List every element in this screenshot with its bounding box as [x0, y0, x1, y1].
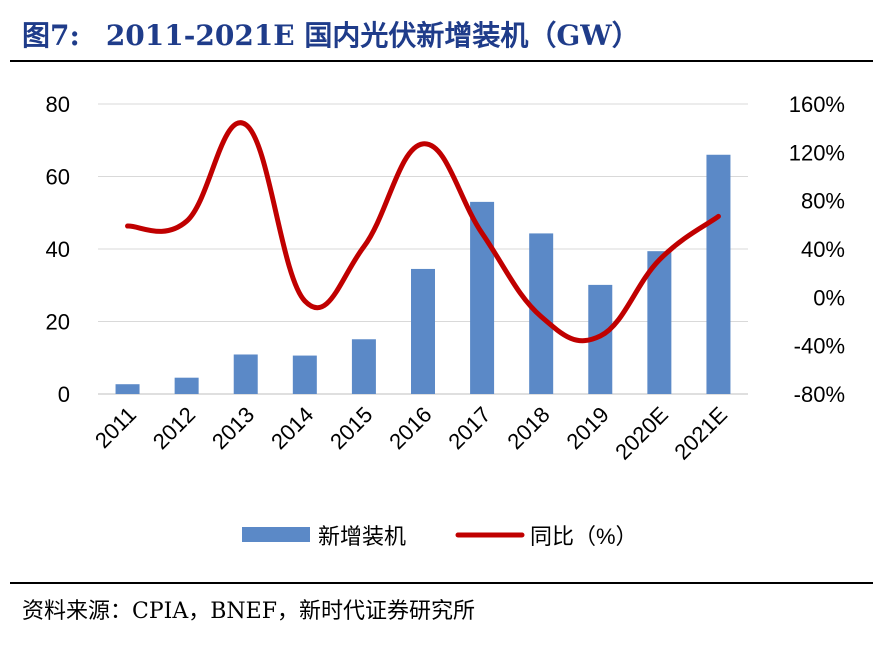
x-tick-label: 2019	[562, 402, 614, 454]
left-tick-label: 20	[46, 310, 70, 335]
left-tick-label: 80	[46, 92, 70, 117]
bottom-rule	[10, 582, 873, 584]
x-tick-label: 2012	[148, 402, 200, 454]
x-tick-label: 2021E	[669, 402, 732, 465]
x-tick-label: 2014	[266, 402, 318, 454]
legend-bar-label: 新增装机	[318, 524, 406, 549]
left-tick-label: 0	[58, 382, 70, 407]
x-tick-label: 2015	[325, 402, 377, 454]
bar-2021E	[706, 154, 731, 394]
right-tick-label: 160%	[789, 92, 845, 117]
figure-label: 图7:	[22, 19, 80, 52]
right-axis-ticks: -80% -40% 0% 40% 80% 120% 160%	[789, 92, 845, 407]
left-tick-label: 60	[46, 165, 70, 190]
x-axis-ticks: 2011 2012 2013 2014 2015 2016 2017 2018 20192020…	[90, 402, 732, 465]
yoy-growth-line	[125, 120, 721, 344]
x-tick-label: 2020E	[610, 402, 673, 465]
x-tick-label: 2013	[207, 402, 259, 454]
right-tick-label: 80%	[801, 189, 845, 214]
top-rule	[10, 60, 873, 62]
right-tick-label: -80%	[794, 382, 845, 407]
right-tick-label: 40%	[801, 237, 845, 262]
chart-title: 2011-2021E 国内光伏新增装机（GW）	[105, 19, 640, 52]
figure-title: 图7: 2011-2021E 国内光伏新增装机（GW）	[22, 14, 640, 54]
bar-2011	[115, 384, 140, 394]
bar-2012	[174, 377, 199, 394]
source-note: 资料来源：CPIA，BNEF，新时代证券研究所	[22, 599, 475, 624]
legend: 新增装机 同比（%）	[242, 524, 638, 549]
right-tick-label: 120%	[789, 140, 845, 165]
bar-2013	[233, 354, 258, 394]
right-tick-label: 0%	[813, 285, 845, 310]
line-series	[125, 120, 721, 344]
left-tick-label: 40	[46, 237, 70, 262]
bar-2015	[351, 339, 376, 394]
legend-bar-swatch	[242, 527, 310, 542]
x-tick-label: 2017	[443, 402, 495, 454]
legend-line-label: 同比（%）	[530, 524, 638, 549]
bar-2014	[292, 355, 317, 394]
x-tick-label: 2011	[90, 402, 141, 453]
x-tick-label: 2018	[502, 402, 554, 454]
x-tick-label: 2016	[384, 402, 436, 454]
bar-2016	[411, 268, 435, 394]
bar-2020E	[647, 251, 672, 394]
bar-series	[115, 154, 731, 394]
left-axis-ticks: 0 20 40 60 80	[46, 92, 70, 407]
right-tick-label: -40%	[794, 334, 845, 359]
